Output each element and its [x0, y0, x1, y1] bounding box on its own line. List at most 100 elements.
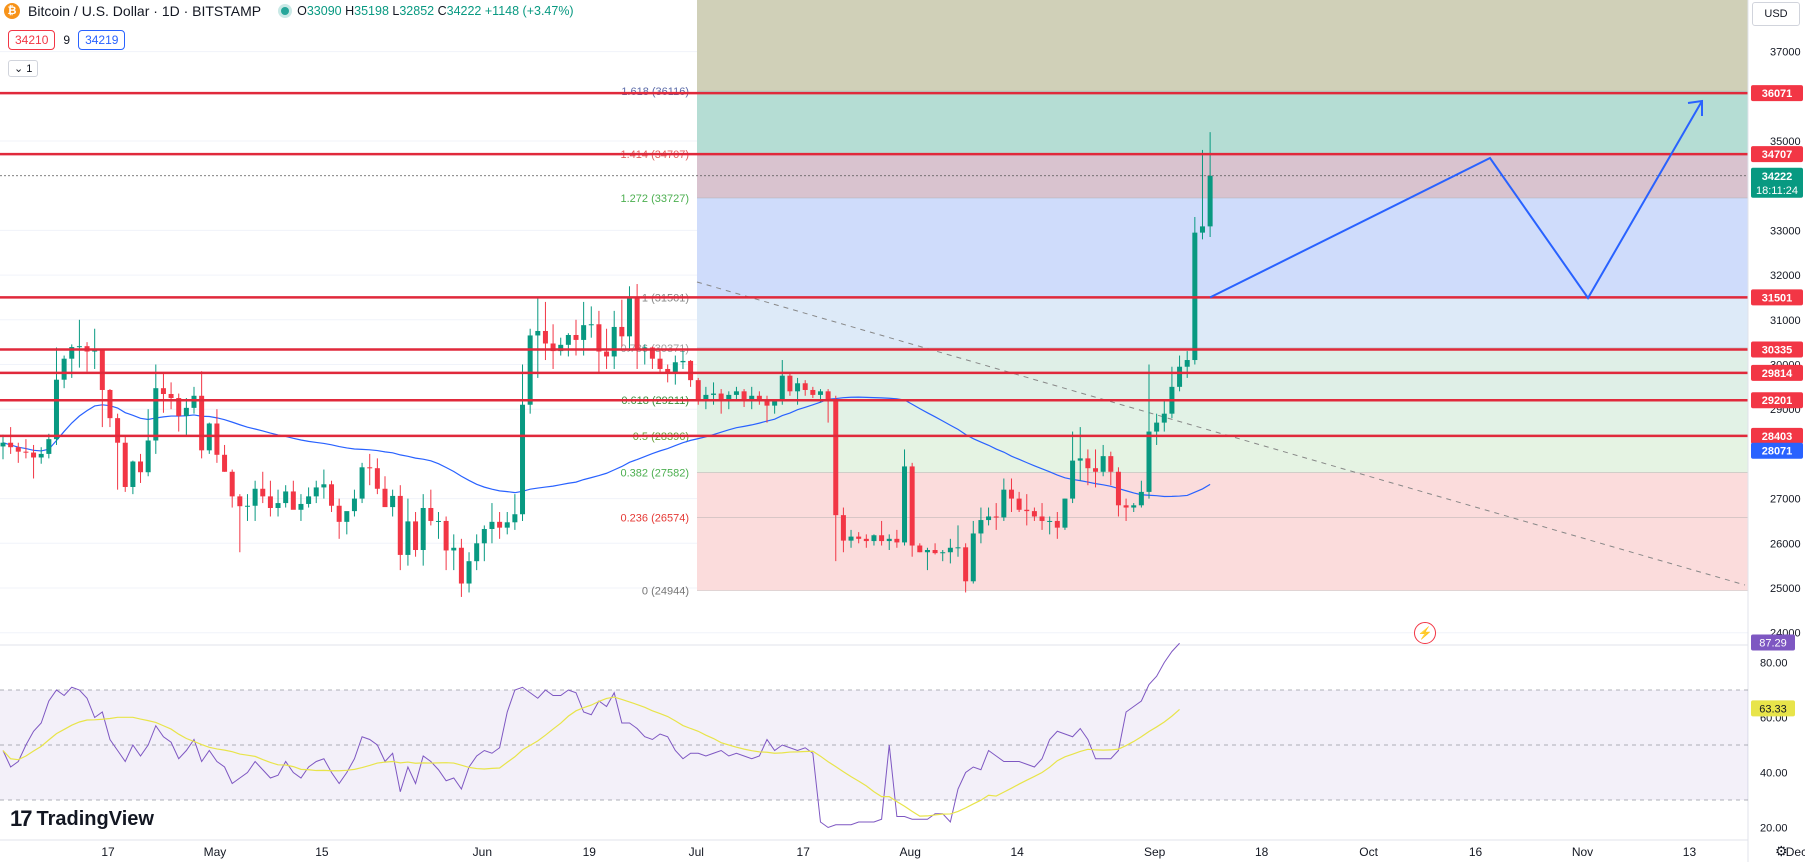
rsi-value-box[interactable] — [1751, 700, 1795, 717]
candle-body[interactable] — [374, 468, 380, 489]
candle-body[interactable] — [542, 330, 548, 344]
candle-body[interactable] — [138, 461, 144, 473]
candle-body[interactable] — [1054, 520, 1060, 528]
candle-body[interactable] — [863, 538, 869, 542]
candle-body[interactable] — [1070, 460, 1076, 499]
candle-body[interactable] — [604, 351, 610, 357]
candle-body[interactable] — [1207, 175, 1213, 227]
price-label-box[interactable] — [1751, 146, 1803, 163]
candle-body[interactable] — [390, 495, 396, 508]
candle-body[interactable] — [122, 442, 128, 487]
candle-body[interactable] — [222, 454, 228, 472]
candle-body[interactable] — [504, 522, 510, 528]
candle-body[interactable] — [275, 503, 281, 508]
candle-body[interactable] — [1016, 498, 1022, 510]
candle-body[interactable] — [283, 491, 289, 504]
candle-body[interactable] — [405, 521, 411, 555]
candle-body[interactable] — [306, 496, 312, 504]
candle-body[interactable] — [825, 391, 831, 402]
candle-body[interactable] — [229, 471, 235, 497]
candle-body[interactable] — [313, 487, 319, 497]
candle-body[interactable] — [168, 394, 174, 399]
candle-body[interactable] — [1077, 458, 1083, 461]
candle-body[interactable] — [970, 533, 976, 582]
candle-body[interactable] — [451, 547, 457, 551]
candle-body[interactable] — [588, 324, 594, 326]
candle-body[interactable] — [252, 488, 258, 506]
candle-body[interactable] — [466, 561, 472, 584]
candle-body[interactable] — [695, 380, 701, 401]
candle-body[interactable] — [550, 343, 556, 352]
candle-body[interactable] — [879, 535, 885, 542]
candle-body[interactable] — [978, 520, 984, 534]
candle-body[interactable] — [535, 330, 541, 336]
candle-body[interactable] — [840, 515, 846, 541]
candle-body[interactable] — [290, 491, 296, 510]
candle-body[interactable] — [833, 401, 839, 516]
candle-body[interactable] — [634, 297, 640, 350]
candle-body[interactable] — [1108, 456, 1114, 472]
candle-body[interactable] — [718, 393, 724, 400]
candle-body[interactable] — [481, 528, 487, 544]
price-label-box[interactable] — [1751, 289, 1803, 306]
candle-body[interactable] — [596, 324, 602, 352]
sell-button[interactable]: 34210 — [8, 30, 56, 50]
rsi-ma-line[interactable] — [2, 696, 1180, 817]
candle-body[interactable] — [31, 452, 37, 458]
symbol-title[interactable]: Bitcoin / U.S. Dollar · 1D · BITSTAMP — [28, 3, 262, 19]
candle-body[interactable] — [199, 395, 205, 451]
candle-body[interactable] — [38, 453, 44, 458]
candle-body[interactable] — [474, 543, 480, 562]
candle-body[interactable] — [1008, 489, 1014, 499]
price-label-box[interactable] — [1751, 392, 1803, 409]
candle-body[interactable] — [1161, 413, 1167, 423]
candle-body[interactable] — [940, 552, 946, 554]
candle-body[interactable] — [764, 400, 770, 406]
candle-body[interactable] — [153, 388, 159, 441]
candle-body[interactable] — [497, 521, 503, 528]
candle-body[interactable] — [924, 550, 930, 553]
price-label-box[interactable] — [1751, 85, 1803, 102]
candle-body[interactable] — [527, 335, 533, 405]
candle-body[interactable] — [955, 547, 961, 549]
candle-body[interactable] — [15, 447, 21, 452]
candle-body[interactable] — [321, 484, 327, 488]
candle-body[interactable] — [191, 395, 197, 408]
price-label-box[interactable] — [1751, 427, 1803, 444]
candle-body[interactable] — [917, 545, 923, 553]
candle-body[interactable] — [886, 538, 892, 542]
rsi-line[interactable] — [2, 642, 1180, 829]
candle-body[interactable] — [1031, 511, 1037, 517]
candle-body[interactable] — [1085, 458, 1091, 469]
candle-body[interactable] — [237, 496, 243, 507]
candle-body[interactable] — [443, 520, 449, 551]
candle-body[interactable] — [130, 461, 136, 487]
candle-body[interactable] — [359, 467, 365, 499]
candle-body[interactable] — [795, 383, 801, 392]
gear-icon[interactable]: ⚙ — [1775, 843, 1788, 859]
price-label-box[interactable] — [1751, 364, 1803, 381]
candle-body[interactable] — [435, 520, 441, 522]
candle-body[interactable] — [947, 547, 953, 553]
candle-body[interactable] — [1199, 226, 1205, 233]
candle-body[interactable] — [367, 467, 373, 469]
candle-body[interactable] — [649, 347, 655, 359]
candle-body[interactable] — [802, 383, 808, 390]
candle-body[interactable] — [99, 349, 105, 390]
candle-body[interactable] — [665, 368, 671, 374]
candle-body[interactable] — [1138, 491, 1144, 506]
price-label-box[interactable] — [1751, 442, 1803, 459]
candle-body[interactable] — [726, 394, 732, 400]
tradingview-logo[interactable]: 17 TradingView — [10, 806, 154, 832]
candle-body[interactable] — [1039, 516, 1045, 521]
candle-body[interactable] — [336, 505, 342, 522]
candle-body[interactable] — [115, 418, 121, 443]
candle-body[interactable] — [986, 516, 992, 521]
candle-body[interactable] — [260, 488, 266, 497]
flash-event-icon[interactable]: ⚡ — [1414, 622, 1436, 644]
price-label-box[interactable] — [1751, 341, 1803, 358]
candle-body[interactable] — [329, 484, 335, 506]
candle-body[interactable] — [53, 379, 59, 440]
candle-body[interactable] — [909, 466, 915, 546]
